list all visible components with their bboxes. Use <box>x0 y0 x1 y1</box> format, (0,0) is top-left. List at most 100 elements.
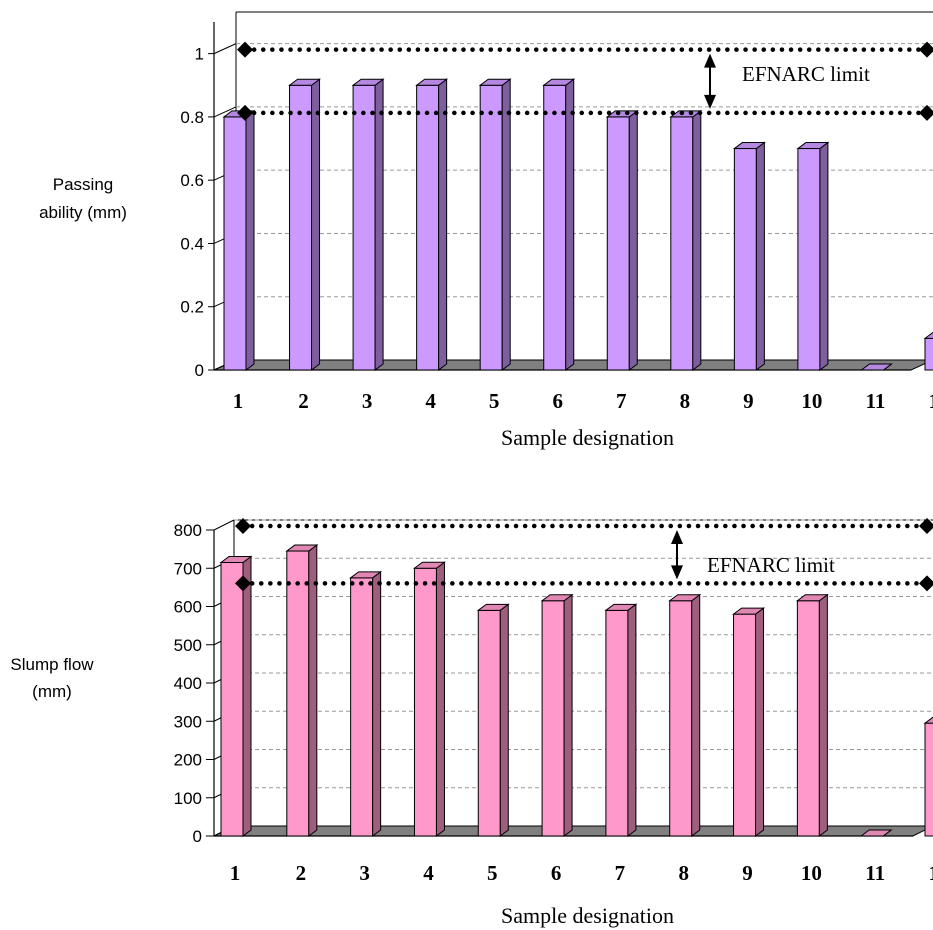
bar-top <box>219 556 253 564</box>
bar <box>543 84 567 371</box>
bar-top <box>923 331 933 339</box>
x-tick-label: 1 <box>230 861 241 885</box>
bar <box>924 722 933 837</box>
bar-top <box>604 603 638 611</box>
bar <box>413 567 437 837</box>
bar-side <box>565 78 575 371</box>
bar-top <box>732 142 766 150</box>
bar <box>479 84 503 371</box>
y-tick-label: 700 <box>174 559 202 578</box>
bar-top <box>923 716 933 724</box>
y-tick-label: 200 <box>174 751 202 770</box>
bar <box>733 148 757 371</box>
bar-side <box>692 109 702 371</box>
bar-top <box>795 594 829 602</box>
bar <box>416 84 440 371</box>
bar-top <box>476 603 510 611</box>
bar-side <box>755 607 765 837</box>
bar-side <box>499 603 509 837</box>
y-axis-label: Slump flow <box>10 655 94 674</box>
limit-arrow-head-down <box>671 565 683 580</box>
y-tick-label: 0.8 <box>180 108 204 127</box>
limit-marker <box>237 104 253 121</box>
bar-top <box>412 561 446 569</box>
bar <box>477 609 501 837</box>
x-axis-label: Sample designation <box>501 425 674 450</box>
x-tick-label: 11 <box>865 861 885 885</box>
limit-marker <box>235 575 251 592</box>
x-tick-label: 2 <box>296 861 307 885</box>
limit-marker <box>235 518 251 534</box>
y-tick-label: 500 <box>174 636 202 655</box>
bar-side <box>308 544 318 837</box>
side-wall-tick <box>213 43 237 55</box>
bar-side <box>627 603 637 837</box>
x-tick-label: 4 <box>425 389 436 413</box>
limit-label: EFNARC limit <box>707 553 835 577</box>
bar-top <box>668 594 702 602</box>
limit-marker <box>919 41 933 58</box>
x-tick-label: 5 <box>489 389 500 413</box>
x-tick-label: 3 <box>359 861 370 885</box>
limit-marker <box>237 41 253 58</box>
bar <box>670 116 694 371</box>
bar-top <box>285 544 319 552</box>
x-tick-label: 9 <box>742 861 753 885</box>
x-axis-label: Sample designation <box>501 903 674 928</box>
x-tick-label: 3 <box>362 389 373 413</box>
y-tick-label: 800 <box>174 521 202 540</box>
bar-top <box>415 78 449 86</box>
y-tick-label: 300 <box>174 712 202 731</box>
bar-top <box>859 363 893 371</box>
bar-side <box>563 593 573 837</box>
limit-label: EFNARC limit <box>742 62 870 86</box>
x-tick-label: 6 <box>551 861 562 885</box>
y-axis-label: (mm) <box>32 682 72 701</box>
y-tick-label: 0.6 <box>180 171 204 190</box>
limit-arrow-head-up <box>671 530 683 544</box>
bar-top <box>796 142 830 150</box>
bar-side <box>628 109 638 371</box>
bar-top <box>351 78 385 86</box>
bar-side <box>819 141 829 371</box>
x-tick-label: 10 <box>801 389 822 413</box>
x-tick-label: 8 <box>680 389 691 413</box>
x-tick-label: 11 <box>866 389 886 413</box>
bar-top <box>542 78 576 86</box>
bar <box>669 600 693 837</box>
bar <box>733 613 757 837</box>
x-tick-label: 9 <box>743 389 754 413</box>
side-wall-tick <box>213 106 237 118</box>
bar <box>541 600 565 837</box>
limit-marker <box>919 104 933 121</box>
x-tick-label: 7 <box>615 861 626 885</box>
limit-marker <box>919 518 933 534</box>
x-tick-label: 5 <box>487 861 498 885</box>
limit-arrow-head-up <box>704 53 716 68</box>
y-axis-label: ability (mm) <box>39 203 127 222</box>
bar-top <box>540 594 574 602</box>
side-wall-tick <box>213 519 235 531</box>
bar-side <box>438 78 448 371</box>
bar <box>286 550 310 837</box>
passing-ability-chart: 00.20.40.60.81123456789101112EFNARC limi… <box>39 11 933 450</box>
y-tick-label: 100 <box>174 789 202 808</box>
limit-arrow-head-down <box>704 94 716 109</box>
y-tick-label: 600 <box>174 598 202 617</box>
bar-side <box>242 555 252 837</box>
bar-side <box>818 593 828 837</box>
bar <box>606 116 630 371</box>
y-tick-label: 1 <box>195 45 204 64</box>
bar-side <box>311 78 321 371</box>
bar-top <box>478 78 512 86</box>
bar-top <box>732 607 766 615</box>
x-tick-label: 12 <box>929 861 933 885</box>
bar <box>796 600 820 837</box>
bar-side <box>691 593 701 837</box>
x-tick-label: 7 <box>616 389 627 413</box>
bar-side <box>755 141 765 371</box>
bar-side <box>245 109 255 371</box>
bar <box>220 562 244 837</box>
slump-flow-chart: 0100200300400500600700800123456789101112… <box>10 518 933 928</box>
